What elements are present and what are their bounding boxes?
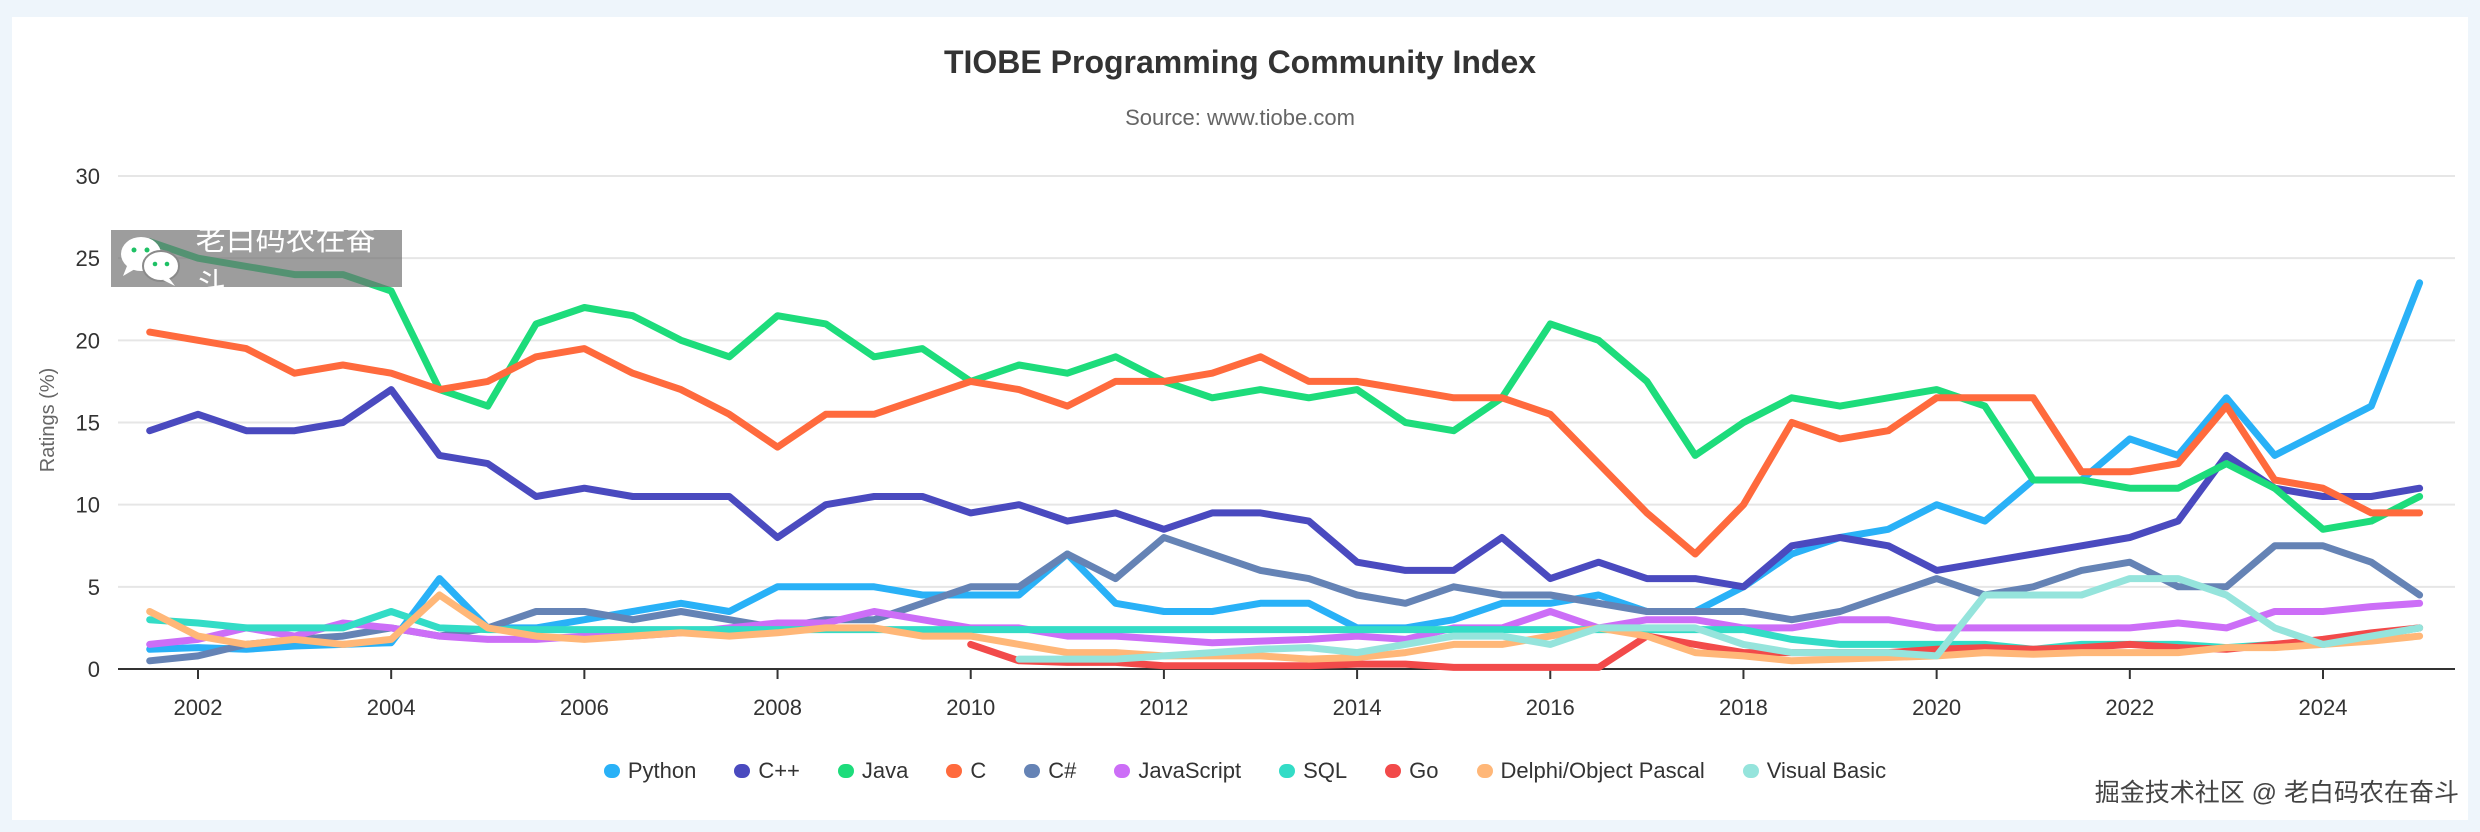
legend-item[interactable]: C++	[734, 758, 800, 784]
chart-card	[12, 17, 2468, 820]
gridlines	[118, 175, 2455, 670]
x-tick-label: 2022	[2105, 695, 2154, 720]
legend-item[interactable]: Python	[603, 758, 697, 784]
y-axis-label: Ratings (%)	[37, 368, 59, 472]
legend-marker-icon	[1476, 764, 1493, 778]
x-tick-label: 2012	[1139, 695, 1188, 720]
legend-marker-icon	[1114, 764, 1131, 778]
legend-marker-icon	[837, 764, 854, 778]
series-line-javascript	[146, 599, 2424, 648]
y-axis-ticks: 0 5 10 15 20 25 30	[76, 164, 100, 682]
y-tick-label: 20	[76, 328, 100, 353]
legend-label: C++	[758, 758, 800, 783]
x-tick-label: 2008	[753, 695, 802, 720]
series-line-java	[146, 238, 2424, 533]
x-tick-label: 2004	[367, 695, 416, 720]
series-line-c	[146, 328, 2424, 558]
wechat-watermark-text: 老白码农在奋斗	[195, 222, 376, 302]
x-tick-label: 2010	[946, 695, 995, 720]
legend-marker-icon	[1385, 764, 1402, 778]
legend-label: C#	[1048, 758, 1077, 783]
legend-label: Java	[861, 758, 909, 783]
legend-item[interactable]: SQL	[1279, 758, 1347, 784]
legend-item[interactable]: Java	[837, 758, 909, 784]
x-tick-label: 2016	[1526, 695, 1575, 720]
y-tick-label: 10	[76, 493, 100, 518]
legend-item[interactable]: Visual Basic	[1742, 758, 1887, 784]
series-line-c-	[146, 534, 2424, 665]
legend-marker-icon	[1742, 764, 1759, 778]
legend-item[interactable]: Delphi/Object Pascal	[1476, 758, 1705, 784]
legend-item[interactable]: C	[946, 758, 986, 784]
series-line-go	[967, 624, 2424, 671]
legend-marker-icon	[1024, 764, 1041, 778]
x-tick-label: 2002	[174, 695, 223, 720]
legend-label: Go	[1409, 758, 1439, 783]
chart-title: TIOBE Programming Community Index	[943, 44, 1537, 80]
series-line-delphi-object-pascal	[146, 591, 2424, 665]
legend-label: C	[970, 758, 987, 783]
series-line-visual-basic	[1015, 575, 2424, 663]
chart-legend: Python C++ Java C C# JavaScript SQL Go Delphi/Ob…	[0, 758, 2480, 784]
chart-subtitle: Source: www.tiobe.com	[1125, 105, 1355, 130]
legend-marker-icon	[946, 764, 963, 778]
legend-marker-icon	[734, 764, 751, 778]
x-tick-label: 2014	[1333, 695, 1382, 720]
legend-item[interactable]: JavaScript	[1114, 758, 1241, 784]
series-lines	[146, 238, 2424, 671]
y-tick-label: 0	[88, 657, 100, 682]
legend-label: SQL	[1303, 758, 1348, 783]
legend-label: JavaScript	[1138, 758, 1242, 783]
x-axis-ticks: 2002 2004 2006 2008 2010 2012 2014 2016 2018 2020…	[174, 669, 2348, 720]
legend-marker-icon	[1279, 764, 1296, 778]
wechat-watermark: 老白码农在奋斗	[111, 223, 402, 302]
x-tick-label: 2006	[560, 695, 609, 720]
y-tick-label: 30	[76, 164, 100, 189]
legend-label: Delphi/Object Pascal	[1500, 758, 1705, 783]
legend-label: Python	[627, 758, 697, 783]
y-tick-label: 5	[88, 575, 100, 600]
y-tick-label: 25	[76, 246, 100, 271]
legend-marker-icon	[603, 764, 620, 778]
x-tick-label: 2024	[2299, 695, 2348, 720]
footer-watermark: 掘金技术社区 @ 老白码农在奋斗	[2094, 779, 2459, 807]
y-tick-label: 15	[76, 411, 100, 436]
wechat-icon	[121, 237, 180, 286]
legend-item[interactable]: Go	[1385, 758, 1439, 784]
x-tick-label: 2018	[1719, 695, 1768, 720]
legend-label: Visual Basic	[1766, 758, 1887, 783]
series-line-c-	[146, 386, 2424, 591]
x-tick-label: 2020	[1912, 695, 1961, 720]
legend-item[interactable]: C#	[1024, 758, 1076, 784]
